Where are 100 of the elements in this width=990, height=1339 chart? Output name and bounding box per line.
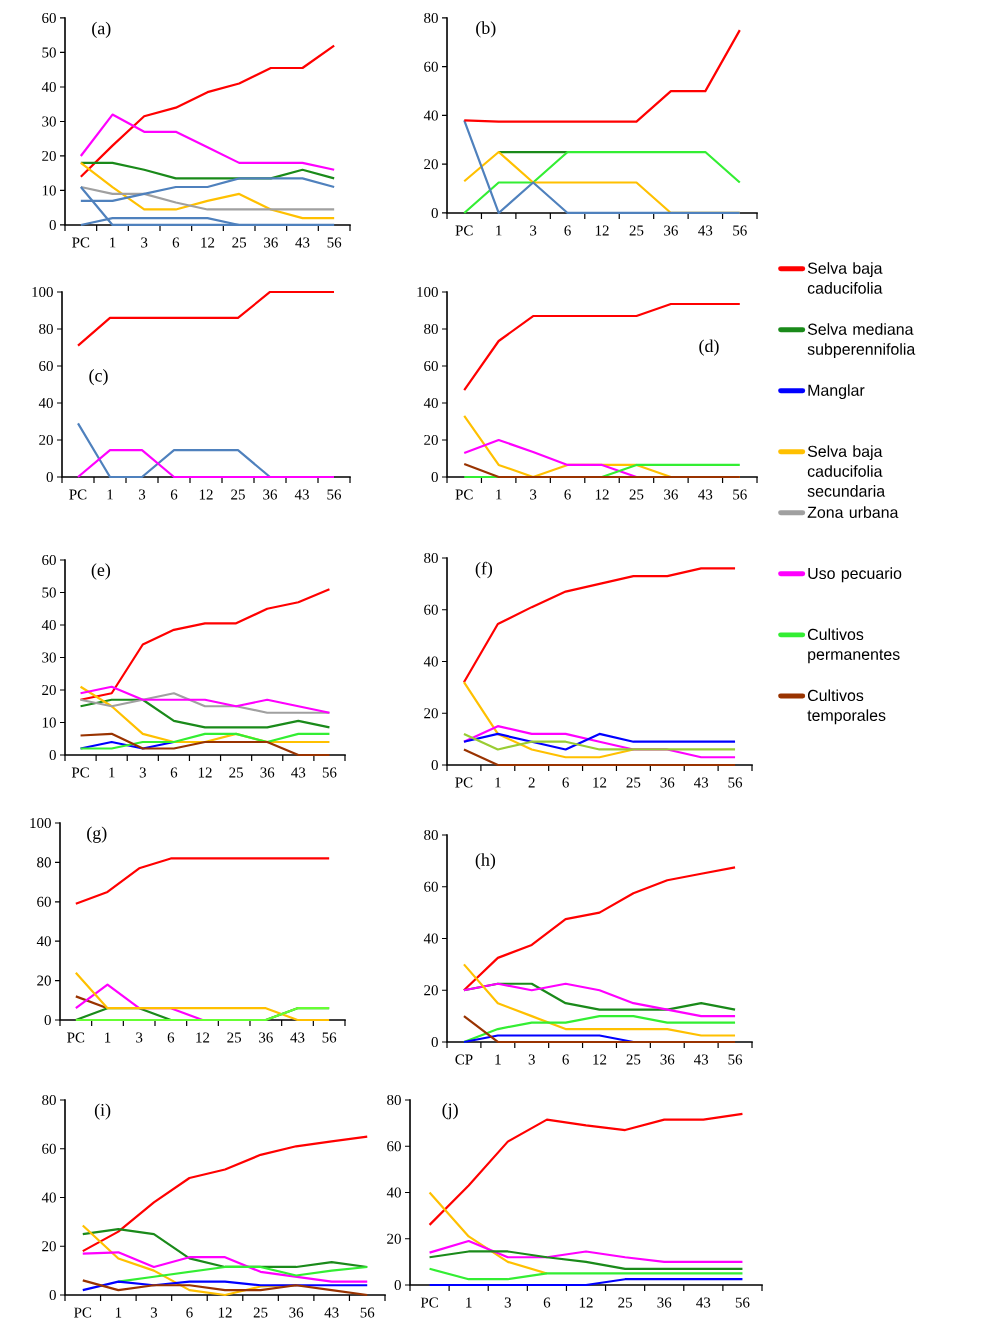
y-tick-label: 20 (42, 150, 56, 162)
chart-title: (j) (442, 1103, 458, 1120)
y-tick-label: 40 (36, 936, 51, 947)
x-tick-label: 36 (259, 1032, 273, 1043)
x-tick-label: 43 (696, 1297, 711, 1308)
x-tick-label: 6 (564, 225, 571, 236)
chart-title: (f) (475, 561, 493, 579)
x-tick-label: 56 (733, 225, 747, 236)
x-tick-label: 25 (629, 489, 644, 500)
x-tick-label: 43 (698, 225, 713, 236)
y-tick-label: 100 (32, 286, 53, 298)
chart-title: (b) (476, 21, 496, 38)
x-tick-label: 1 (105, 1032, 111, 1043)
x-tick-label: 56 (733, 489, 747, 500)
x-tick-label: 36 (664, 225, 678, 236)
x-tick-label: 36 (660, 1054, 675, 1065)
y-tick-label: 80 (424, 12, 438, 24)
x-tick-label: 25 (629, 225, 644, 236)
y-tick-label: 60 (424, 61, 438, 72)
x-tick-label: 43 (294, 489, 309, 500)
x-tick-label: PC (74, 1307, 92, 1318)
y-tick-label: 60 (42, 1143, 56, 1154)
y-tick-label: 0 (49, 1289, 56, 1301)
y-tick-label: 80 (37, 857, 51, 868)
x-tick-label: 2 (528, 777, 535, 788)
x-tick-label: 3 (150, 1307, 158, 1318)
x-tick-label: 36 (264, 237, 278, 248)
x-tick-label: CP (455, 1054, 473, 1065)
x-tick-label: 56 (322, 1032, 337, 1043)
x-tick-label: 3 (530, 225, 537, 236)
y-tick-label: 40 (41, 81, 56, 93)
x-tick-label: 3 (528, 1054, 535, 1065)
x-tick-label: PC (72, 237, 90, 248)
x-tick-label: 12 (593, 1054, 607, 1065)
y-tick-label: 30 (42, 652, 56, 663)
x-tick-label: 12 (218, 1307, 232, 1318)
x-tick-label: PC (67, 1032, 85, 1043)
legend-label: Selva baja caducifolia secundaria (807, 445, 886, 497)
y-tick-label: 0 (49, 219, 56, 231)
x-tick-label: 3 (530, 489, 537, 500)
x-tick-label: 1 (109, 767, 115, 778)
y-tick-label: 20 (387, 1233, 401, 1244)
x-tick-label: PC (455, 225, 473, 236)
y-tick-label: 40 (38, 397, 53, 409)
x-tick-label: 6 (170, 489, 178, 500)
x-tick-label: 1 (107, 489, 113, 500)
y-tick-label: 60 (424, 604, 438, 615)
x-tick-label: 1 (496, 489, 502, 500)
y-tick-label: 40 (386, 1187, 401, 1198)
y-tick-label: 40 (423, 933, 438, 944)
legend-label: Selva baja caducifolia (807, 262, 883, 294)
x-tick-label: 6 (170, 767, 178, 778)
x-tick-label: 25 (227, 1032, 242, 1043)
y-tick-label: 40 (423, 397, 438, 409)
x-tick-label: 1 (466, 1297, 472, 1308)
x-tick-label: 56 (327, 237, 342, 248)
y-tick-label: 60 (387, 1141, 401, 1152)
y-tick-label: 20 (424, 434, 438, 446)
y-tick-label: 80 (39, 323, 53, 335)
x-tick-label: 6 (543, 1297, 551, 1308)
y-tick-label: 100 (417, 286, 438, 298)
x-tick-label: 12 (198, 767, 212, 778)
y-tick-label: 40 (41, 1192, 56, 1203)
x-tick-label: PC (420, 1297, 438, 1308)
x-tick-label: 56 (728, 1054, 743, 1065)
y-tick-label: 0 (431, 759, 438, 771)
x-tick-label: 25 (253, 1307, 268, 1318)
y-tick-label: 20 (39, 434, 53, 446)
y-tick-label: 0 (394, 1279, 401, 1291)
x-tick-label: 43 (694, 1054, 709, 1065)
legend-label: Uso pecuario (808, 567, 902, 583)
y-tick-label: 80 (424, 323, 438, 335)
x-tick-label: 43 (698, 489, 713, 500)
y-tick-label: 80 (42, 1094, 56, 1106)
y-tick-label: 0 (431, 207, 438, 219)
x-tick-label: 25 (231, 489, 245, 500)
y-tick-label: 40 (423, 656, 438, 667)
x-tick-label: 6 (167, 1032, 175, 1043)
y-tick-label: 0 (44, 1014, 51, 1026)
y-tick-label: 80 (424, 829, 438, 841)
x-tick-label: 36 (664, 489, 678, 500)
x-tick-label: 56 (360, 1307, 375, 1318)
x-tick-label: PC (69, 489, 87, 500)
x-tick-label: 43 (694, 777, 709, 788)
y-tick-label: 40 (423, 110, 438, 121)
y-tick-label: 0 (431, 1036, 438, 1048)
y-tick-label: 10 (42, 185, 56, 196)
x-tick-label: 1 (496, 225, 502, 236)
x-tick-label: PC (71, 767, 89, 778)
x-tick-label: 25 (229, 767, 243, 778)
legend-label: Selva mediana subperennifolia (807, 323, 916, 358)
x-tick-label: 36 (289, 1307, 304, 1318)
chart-title: (e) (91, 563, 111, 580)
x-tick-label: 1 (115, 1307, 122, 1318)
x-tick-label: 25 (618, 1297, 633, 1308)
chart-title: (g) (87, 826, 107, 843)
x-tick-label: 12 (196, 1032, 210, 1043)
x-tick-label: 36 (263, 489, 278, 500)
text: (d) (699, 339, 719, 356)
legend-label: Cultivos temporales (807, 689, 886, 725)
